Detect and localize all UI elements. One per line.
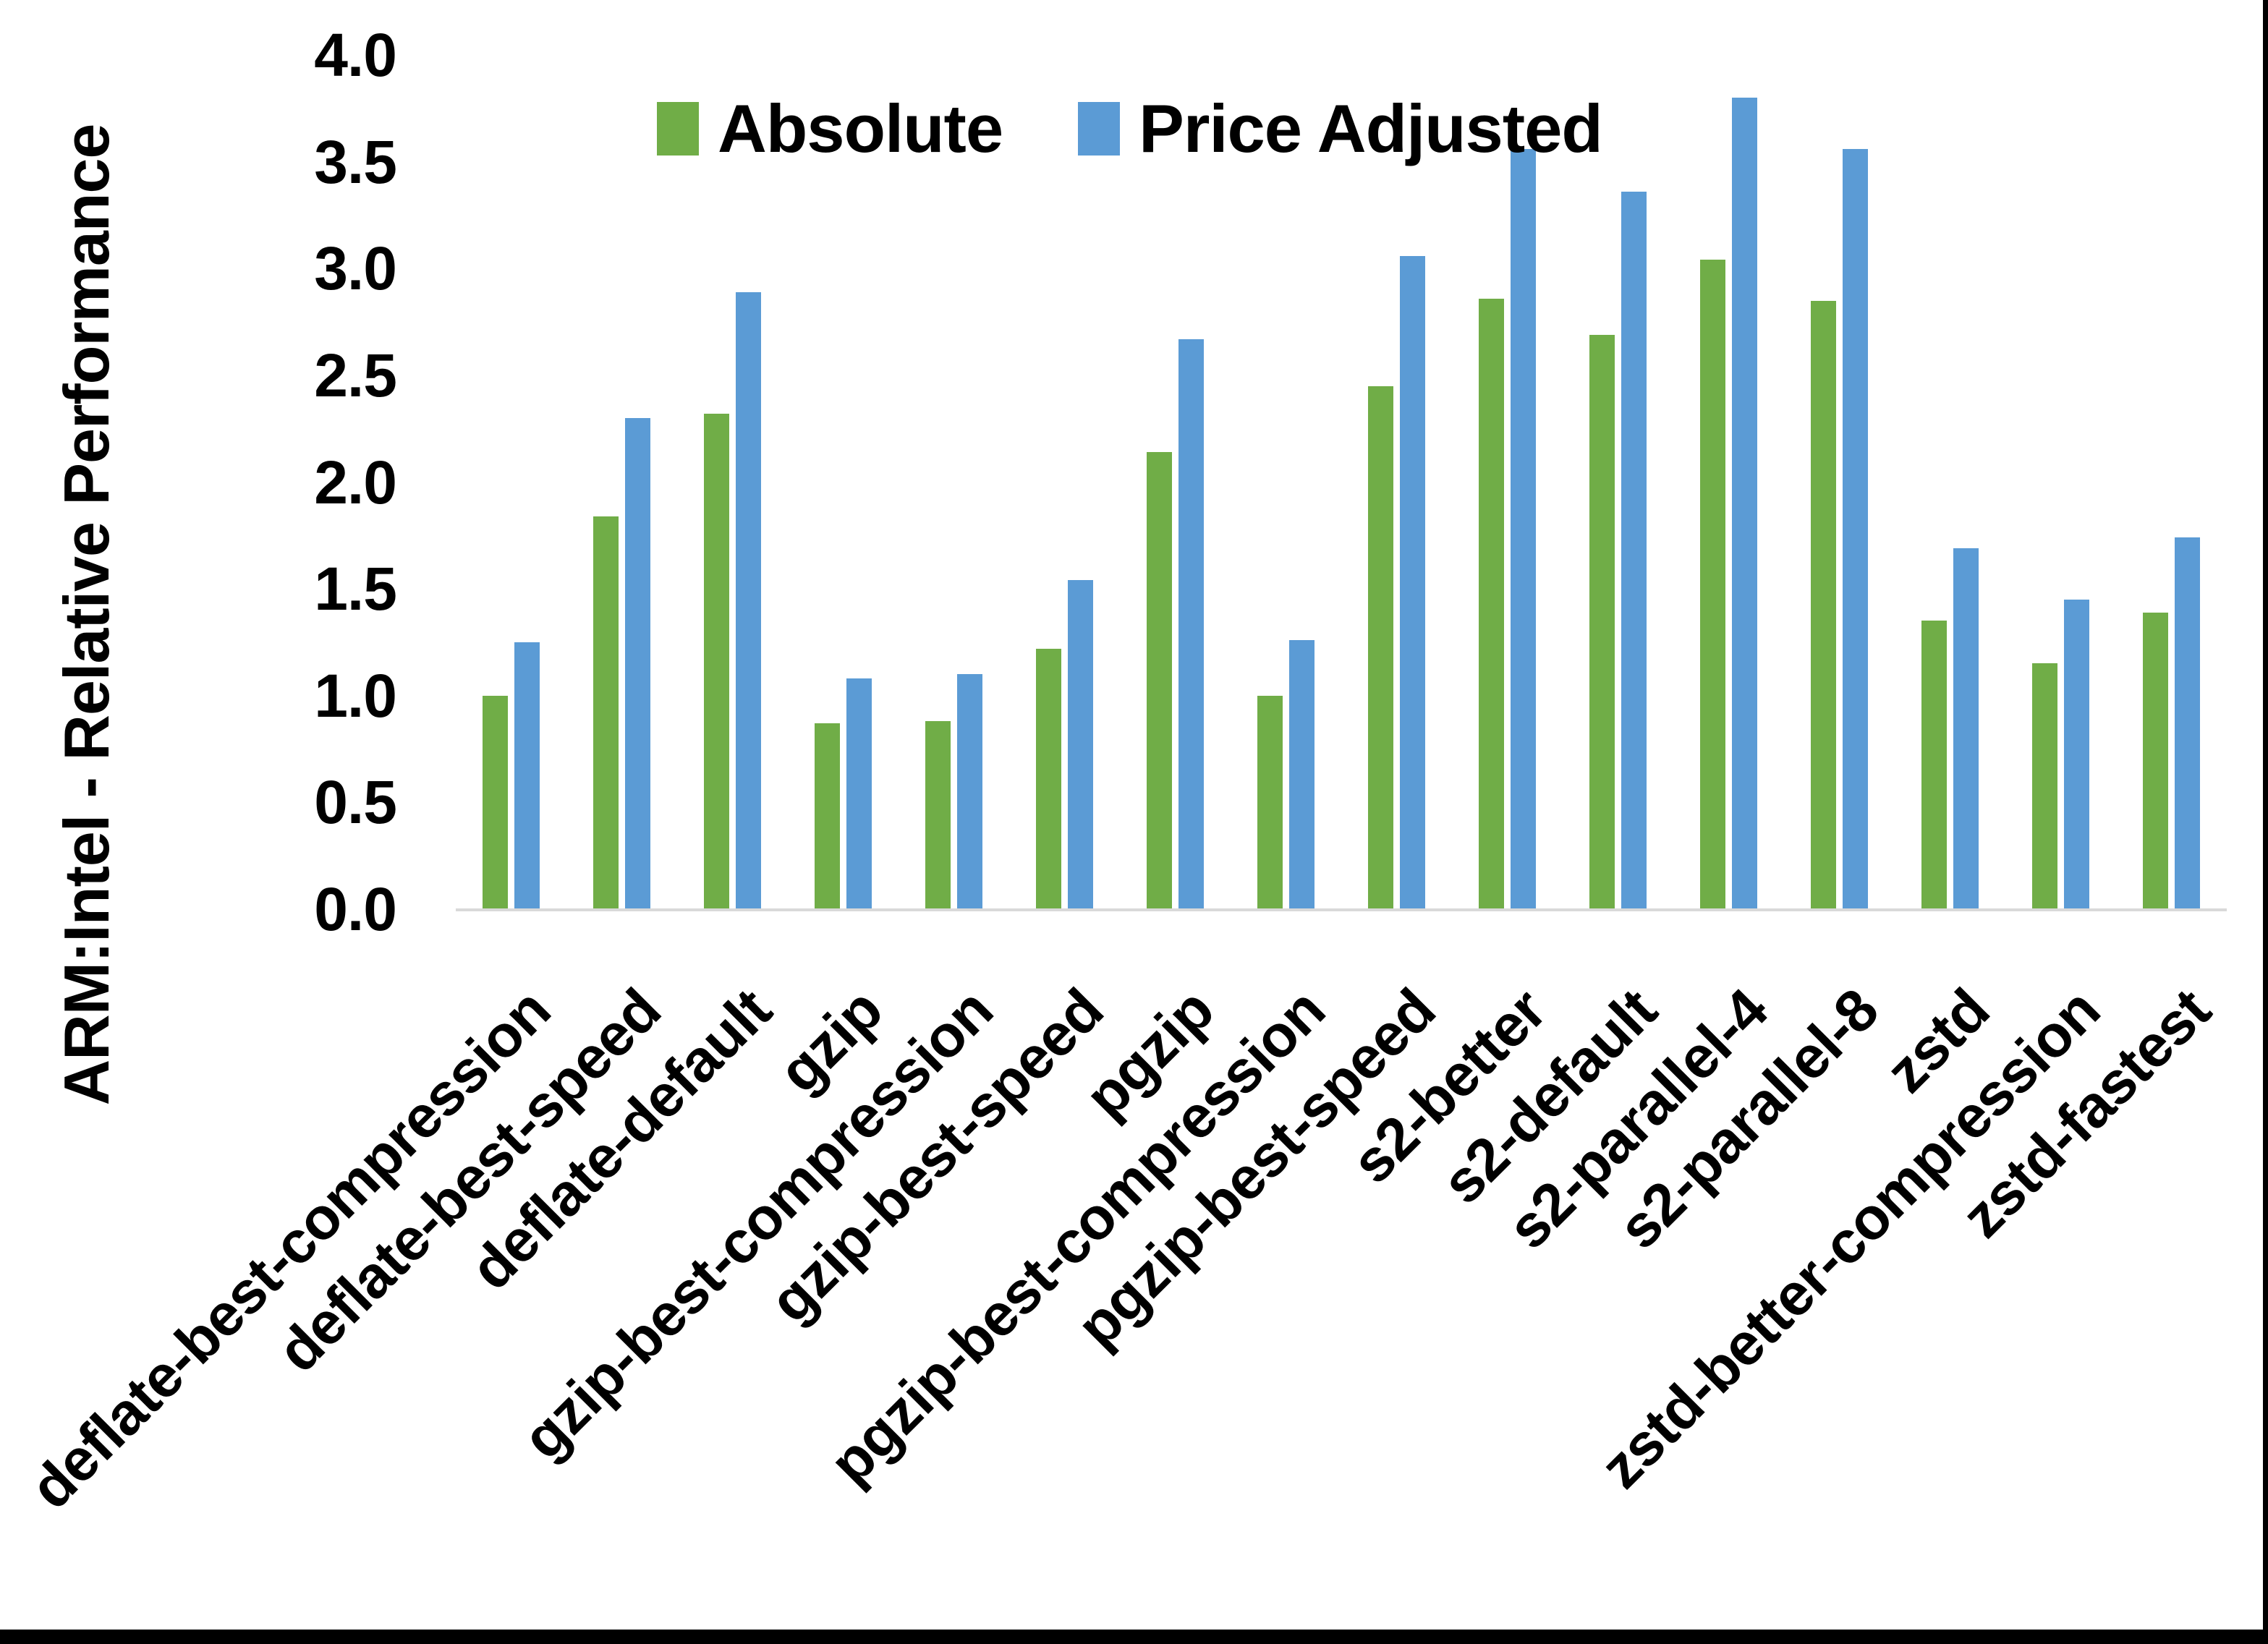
- bar-absolute-pgzip: [1147, 452, 1172, 909]
- y-tick-label: 1.0: [314, 661, 397, 730]
- bar-absolute-zstd-fastest: [2143, 613, 2168, 909]
- frame-bottom-edge: [0, 1630, 2268, 1644]
- legend: Absolute Price Adjusted: [657, 93, 1678, 165]
- bar-price-adjusted-deflate-best-speed: [625, 418, 650, 909]
- bar-price-adjusted-pgzip-best-compression: [1289, 640, 1314, 909]
- y-tick-label: 2.5: [314, 341, 397, 409]
- bar-absolute-s2-parallel-4: [1700, 260, 1725, 909]
- x-axis-line: [456, 908, 2227, 911]
- bar-absolute-pgzip-best-speed: [1368, 386, 1393, 909]
- y-tick-label: 1.5: [314, 555, 397, 623]
- legend-item-price-adjusted: Price Adjusted: [1078, 90, 1603, 166]
- bar-price-adjusted-deflate-default: [736, 292, 761, 909]
- bar-price-adjusted-zstd: [1953, 548, 1979, 909]
- bar-price-adjusted-pgzip: [1178, 339, 1204, 909]
- bar-absolute-s2-default: [1589, 335, 1615, 909]
- bar-absolute-zstd: [1921, 621, 1947, 909]
- bar-price-adjusted-pgzip-best-speed: [1400, 256, 1425, 909]
- bar-absolute-s2-better: [1479, 299, 1504, 909]
- legend-item-absolute: Absolute: [657, 93, 1003, 165]
- bar-price-adjusted-s2-parallel-4: [1732, 98, 1757, 909]
- bar-price-adjusted-s2-parallel-8: [1843, 149, 1868, 909]
- y-tick-label: 2.0: [314, 448, 397, 516]
- y-tick-label: 3.0: [314, 234, 397, 303]
- bar-absolute-pgzip-best-compression: [1257, 696, 1283, 909]
- bar-price-adjusted-zstd-fastest: [2175, 537, 2200, 909]
- y-tick-label: 3.5: [314, 127, 397, 196]
- bar-price-adjusted-gzip-best-compression: [957, 674, 982, 909]
- y-tick-label: 0.0: [314, 875, 397, 943]
- bar-price-adjusted-s2-default: [1621, 192, 1647, 909]
- bar-price-adjusted-gzip: [846, 678, 872, 909]
- bar-price-adjusted-deflate-best-compression: [514, 642, 540, 909]
- bar-absolute-deflate-best-compression: [483, 696, 508, 909]
- bar-absolute-s2-parallel-8: [1811, 301, 1836, 909]
- legend-label: Price Adjusted: [1139, 90, 1603, 166]
- bar-absolute-deflate-best-speed: [593, 516, 619, 909]
- bar-price-adjusted-gzip-best-speed: [1068, 580, 1093, 909]
- bar-price-adjusted-zstd-better-compression: [2064, 600, 2089, 909]
- bar-absolute-gzip: [815, 723, 840, 909]
- legend-swatch-icon: [657, 102, 699, 156]
- bar-absolute-gzip-best-speed: [1036, 649, 1061, 909]
- bar-absolute-gzip-best-compression: [925, 721, 951, 909]
- y-tick-label: 0.5: [314, 768, 397, 837]
- bar-absolute-deflate-default: [704, 414, 729, 909]
- legend-label: Absolute: [718, 90, 1003, 166]
- y-tick-label: 4.0: [314, 21, 397, 89]
- bar-price-adjusted-s2-better: [1511, 149, 1536, 909]
- bar-absolute-zstd-better-compression: [2032, 663, 2057, 909]
- legend-swatch-icon: [1078, 102, 1121, 156]
- frame-right-edge: [2263, 0, 2268, 1644]
